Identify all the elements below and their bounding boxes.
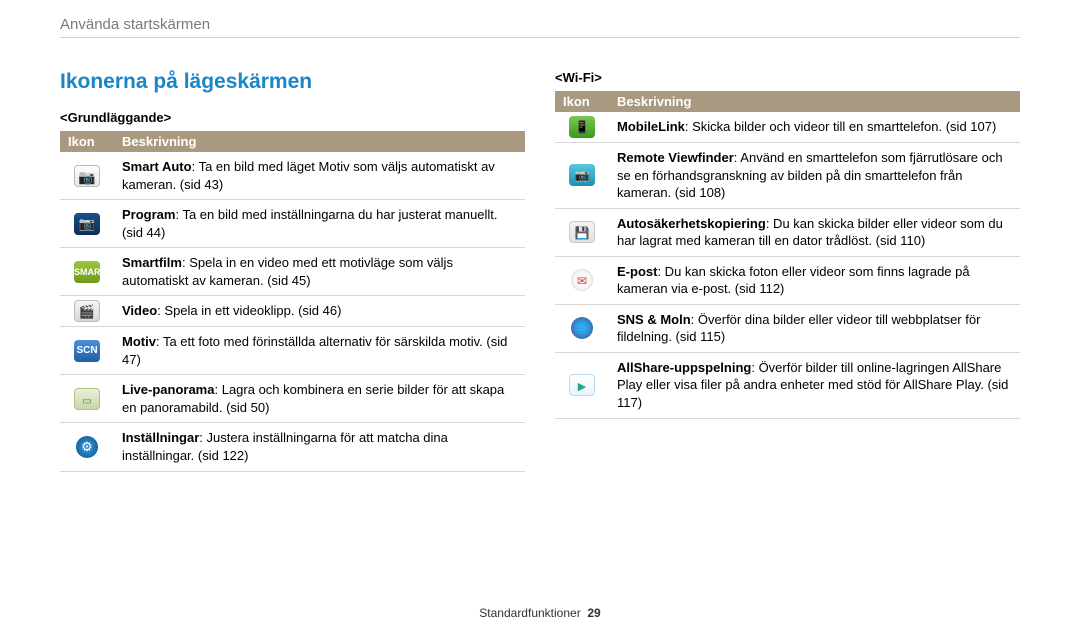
- th-icon: Ikon: [555, 91, 609, 112]
- description-cell: Smartfilm: Spela in en video med ett mot…: [114, 248, 525, 296]
- table-row: AllShare-uppspelning: Överför bilder til…: [555, 352, 1020, 418]
- feature-name: Inställningar: [122, 430, 199, 445]
- mobile-icon: [569, 116, 595, 138]
- left-table: Ikon Beskrivning Smart Auto: Ta en bild …: [60, 131, 525, 472]
- feature-name: Remote Viewfinder: [617, 150, 734, 165]
- table-row: Remote Viewfinder: Använd en smarttelefo…: [555, 143, 1020, 209]
- table-row: Motiv: Ta ett foto med förinställda alte…: [60, 327, 525, 375]
- feature-description: : Spela in ett videoklipp. (sid 46): [157, 303, 341, 318]
- icon-cell: [60, 296, 114, 327]
- description-cell: MobileLink: Skicka bilder och videor til…: [609, 112, 1020, 143]
- feature-name: Motiv: [122, 334, 156, 349]
- feature-description: : Skicka bilder och videor till en smart…: [685, 119, 996, 134]
- backup-icon: [569, 221, 595, 243]
- table-row: Smartfilm: Spela in en video med ett mot…: [60, 248, 525, 296]
- allshare-icon: [569, 374, 595, 396]
- table-row: Inställningar: Justera inställningarna f…: [60, 423, 525, 471]
- feature-name: AllShare-uppspelning: [617, 360, 751, 375]
- icon-cell: [60, 327, 114, 375]
- table-row: Video: Spela in ett videoklipp. (sid 46): [60, 296, 525, 327]
- icon-cell: [60, 152, 114, 200]
- motiv-icon: [74, 340, 100, 362]
- camera-icon: [74, 165, 100, 187]
- icon-cell: [555, 112, 609, 143]
- right-table: Ikon Beskrivning MobileLink: Skicka bild…: [555, 91, 1020, 419]
- table-row: MobileLink: Skicka bilder och videor til…: [555, 112, 1020, 143]
- remote-icon: [569, 164, 595, 186]
- description-cell: E-post: Du kan skicka foton eller videor…: [609, 256, 1020, 304]
- th-icon: Ikon: [60, 131, 114, 152]
- left-subheading: <Grundläggande>: [60, 110, 525, 125]
- feature-description: : Ta en bild med inställningarna du har …: [122, 207, 498, 240]
- table-row: Smart Auto: Ta en bild med läget Motiv s…: [60, 152, 525, 200]
- feature-name: Smart Auto: [122, 159, 192, 174]
- description-cell: Motiv: Ta ett foto med förinställda alte…: [114, 327, 525, 375]
- description-cell: Smart Auto: Ta en bild med läget Motiv s…: [114, 152, 525, 200]
- description-cell: Program: Ta en bild med inställningarna …: [114, 200, 525, 248]
- th-desc: Beskrivning: [609, 91, 1020, 112]
- feature-name: SNS & Moln: [617, 312, 691, 327]
- section-title: Ikonerna på lägeskärmen: [60, 70, 525, 94]
- table-row: Autosäkerhetskopiering: Du kan skicka bi…: [555, 208, 1020, 256]
- table-row: SNS & Moln: Överför dina bilder eller vi…: [555, 304, 1020, 352]
- table-row: E-post: Du kan skicka foton eller videor…: [555, 256, 1020, 304]
- description-cell: Video: Spela in ett videoklipp. (sid 46): [114, 296, 525, 327]
- program-icon: [74, 213, 100, 235]
- description-cell: AllShare-uppspelning: Överför bilder til…: [609, 352, 1020, 418]
- two-column-layout: Ikonerna på lägeskärmen <Grundläggande> …: [60, 70, 1020, 472]
- description-cell: Autosäkerhetskopiering: Du kan skicka bi…: [609, 208, 1020, 256]
- icon-cell: [555, 256, 609, 304]
- icon-cell: [555, 208, 609, 256]
- icon-cell: [555, 304, 609, 352]
- table-row: Live-panorama: Lagra och kombinera en se…: [60, 375, 525, 423]
- feature-name: Live-panorama: [122, 382, 214, 397]
- icon-cell: [555, 143, 609, 209]
- th-desc: Beskrivning: [114, 131, 525, 152]
- icon-cell: [60, 423, 114, 471]
- left-column: Ikonerna på lägeskärmen <Grundläggande> …: [60, 70, 525, 472]
- icon-cell: [555, 352, 609, 418]
- description-cell: Remote Viewfinder: Använd en smarttelefo…: [609, 143, 1020, 209]
- feature-name: Program: [122, 207, 175, 222]
- table-row: Program: Ta en bild med inställningarna …: [60, 200, 525, 248]
- feature-name: Video: [122, 303, 157, 318]
- video-icon: [74, 300, 100, 322]
- email-icon: [571, 269, 593, 291]
- footer-label: Standardfunktioner: [479, 606, 580, 620]
- feature-name: Autosäkerhetskopiering: [617, 216, 766, 231]
- description-cell: Inställningar: Justera inställningarna f…: [114, 423, 525, 471]
- feature-name: E-post: [617, 264, 657, 279]
- icon-cell: [60, 375, 114, 423]
- page-number: 29: [587, 606, 600, 620]
- feature-name: MobileLink: [617, 119, 685, 134]
- breadcrumb: Använda startskärmen: [60, 16, 1020, 38]
- smartfilm-icon: [74, 261, 100, 283]
- sns-icon: [571, 317, 593, 339]
- feature-name: Smartfilm: [122, 255, 182, 270]
- pano-icon: [74, 388, 100, 410]
- page-footer: Standardfunktioner 29: [0, 606, 1080, 620]
- right-column: <Wi-Fi> Ikon Beskrivning MobileLink: Ski…: [555, 70, 1020, 472]
- page-root: Använda startskärmen Ikonerna på lägeskä…: [0, 0, 1080, 472]
- icon-cell: [60, 200, 114, 248]
- gear-icon: [76, 436, 98, 458]
- icon-cell: [60, 248, 114, 296]
- feature-description: : Ta ett foto med förinställda alternati…: [122, 334, 507, 367]
- description-cell: SNS & Moln: Överför dina bilder eller vi…: [609, 304, 1020, 352]
- description-cell: Live-panorama: Lagra och kombinera en se…: [114, 375, 525, 423]
- feature-description: : Du kan skicka foton eller videor som f…: [617, 264, 970, 297]
- right-subheading: <Wi-Fi>: [555, 70, 1020, 85]
